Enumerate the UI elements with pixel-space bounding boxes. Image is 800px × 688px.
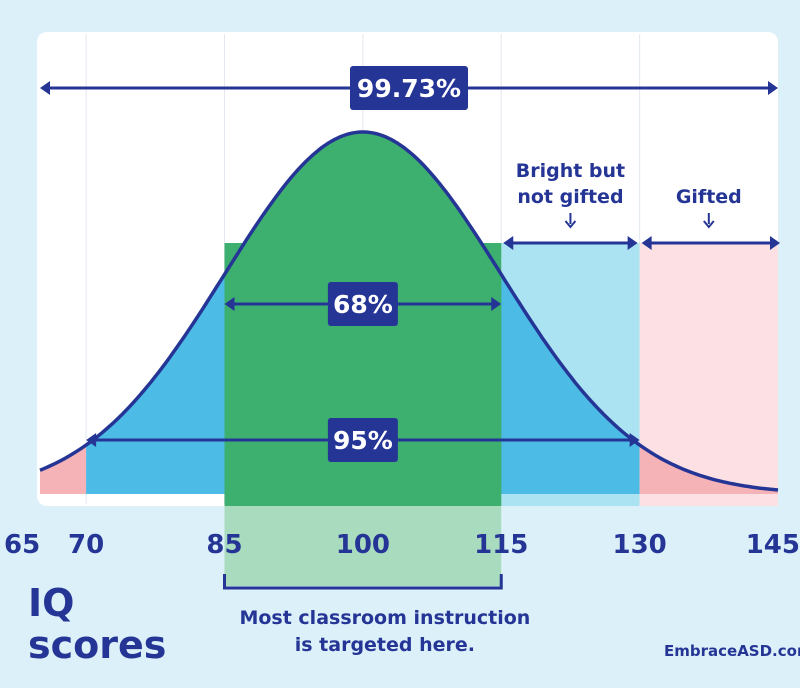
x-axis-ticks: 65 70 85 100 115 130 145: [4, 530, 800, 560]
range-label-box-68%: [327, 282, 398, 326]
range-arrow-99.73%-head-right: [768, 81, 778, 95]
zone-labels: Bright but not gifted Gifted: [503, 160, 780, 250]
range-arrows: 99.73% 68% 95%: [40, 66, 778, 462]
instruction-label-line-1: is targeted here.: [295, 634, 475, 656]
brand-logo-text: EmbraceASD.com: [664, 642, 800, 660]
x-tick-100: 100: [336, 530, 390, 560]
zone-arrow-115-head-left: [503, 236, 514, 250]
instruction-note: Most classroom instruction is targeted he…: [223, 574, 530, 656]
range-label-99.73%: 99.73%: [357, 74, 461, 103]
zone-down-arrow-head-115: [564, 220, 577, 229]
zone-label-130-line-0: Gifted: [676, 186, 742, 208]
x-tick-145: 145: [746, 530, 800, 560]
x-tick-65: 65: [4, 530, 40, 560]
zone-arrow-130-head-right: [770, 236, 780, 250]
zone-down-arrow-head-130: [703, 220, 715, 229]
instruction-label-line-0: Most classroom instruction: [239, 607, 530, 629]
zone-label-115-line-0: Bright but: [516, 160, 625, 182]
bell-curve: [39, 130, 779, 492]
range-arrow-68%-head-left: [224, 297, 235, 311]
region-65-70: [40, 445, 87, 494]
zone-arrow-130-head-left: [641, 236, 652, 250]
range-arrow-95%-head-left: [86, 433, 97, 447]
range-arrow-68%-head-right: [491, 297, 502, 311]
axis-title: IQ scores: [28, 581, 166, 667]
axis-title-line-0: IQ: [28, 581, 74, 625]
region-130-145: [639, 445, 778, 494]
x-tick-70: 70: [68, 530, 104, 560]
x-tick-115: 115: [474, 530, 528, 560]
range-label-95%: 95%: [333, 426, 393, 455]
range-label-box-99.73%: [350, 66, 468, 110]
x-tick-85: 85: [206, 530, 242, 560]
range-arrow-99.73%-head-left: [40, 81, 50, 95]
axis-title-line-1: scores: [28, 623, 166, 667]
zone-label-115-line-1: not gifted: [517, 186, 623, 208]
zone-arrow-115-head-right: [627, 236, 638, 250]
instruction-bracket: [223, 574, 503, 590]
range-label-box-95%: [327, 418, 398, 462]
x-tick-130: 130: [612, 530, 666, 560]
range-arrow-95%-head-right: [629, 433, 640, 447]
range-label-68%: 68%: [333, 290, 393, 319]
